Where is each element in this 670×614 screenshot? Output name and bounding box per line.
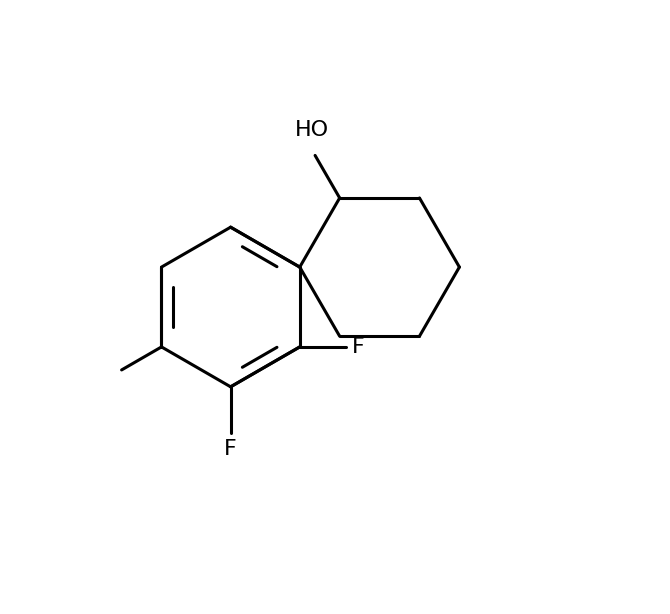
- Text: F: F: [352, 337, 364, 357]
- Text: HO: HO: [295, 120, 329, 140]
- Text: F: F: [224, 439, 237, 459]
